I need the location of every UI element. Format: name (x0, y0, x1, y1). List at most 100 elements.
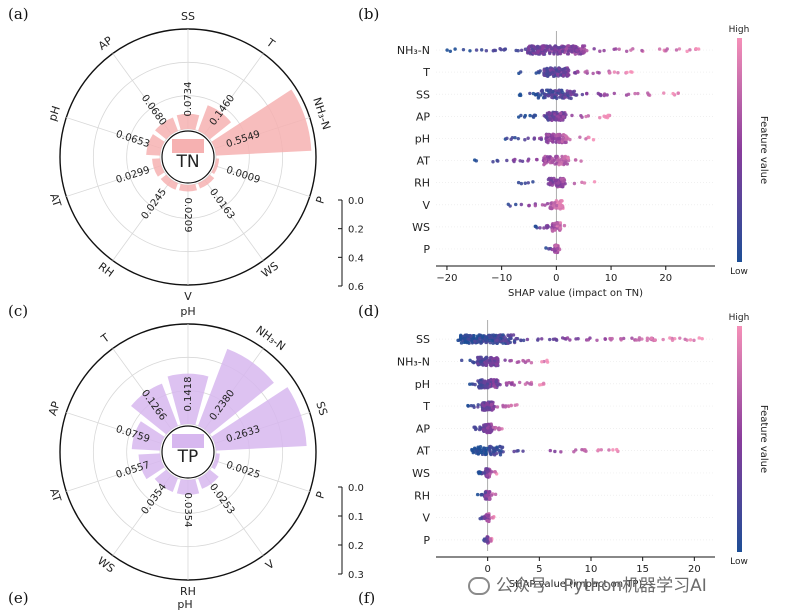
shap-point (539, 93, 543, 97)
polar-spoke (66, 117, 162, 149)
shap-point (555, 72, 560, 77)
shap-point (565, 91, 570, 95)
shap-point (542, 71, 546, 75)
polar-value-label: 0.0299 (115, 165, 152, 186)
shap-point (483, 384, 488, 388)
shap-point (584, 137, 588, 141)
shap-point (521, 449, 525, 453)
polar-bar-at (152, 158, 165, 177)
shap-point (536, 45, 540, 50)
x-axis-title: SHAP value (impact on TP) (509, 579, 643, 590)
shap-point (616, 71, 620, 75)
shap-point (612, 47, 616, 51)
shap-point (612, 91, 617, 96)
shap-point (507, 334, 511, 338)
polar-category-label: P (313, 490, 328, 501)
shap-point (548, 206, 552, 210)
shap-point (558, 73, 563, 77)
shap-point (490, 338, 494, 343)
shap-point (599, 93, 603, 98)
shap-point (649, 336, 654, 341)
shap-point (472, 360, 476, 365)
colorbar-high-label: High (729, 25, 750, 35)
shap-point (474, 48, 479, 52)
shap-point (517, 360, 521, 364)
shap-point (527, 203, 531, 208)
shap-point (485, 470, 490, 474)
shap-point (563, 140, 567, 145)
shap-point (557, 140, 561, 145)
center-box (172, 434, 204, 448)
shap-point (495, 382, 499, 386)
shap-point (582, 181, 587, 185)
polar-category-label: T (263, 36, 277, 51)
shap-point (560, 199, 564, 203)
shap-point (523, 360, 528, 365)
x-tick-label: −20 (436, 273, 457, 284)
feature-label: WS (412, 221, 430, 234)
shap-point (538, 226, 542, 230)
colorbar-title: Feature value (758, 116, 769, 184)
polar-bar-ss (176, 113, 200, 130)
shap-point (527, 47, 531, 52)
shap-point (488, 356, 492, 360)
shap-point (564, 47, 569, 51)
shap-point (509, 358, 513, 363)
polar-value-label: 0.1418 (183, 377, 194, 412)
bottom-axis-label: pH (177, 598, 192, 611)
shap-point (487, 519, 491, 524)
shap-point (504, 339, 508, 343)
shap-point (540, 360, 544, 364)
shap-point (468, 382, 472, 386)
shap-point (558, 45, 563, 50)
polar-value-label: 0.0009 (225, 165, 262, 186)
colorbar-low-label: Low (730, 557, 748, 567)
shap-point (480, 492, 484, 497)
shap-point (552, 112, 557, 116)
shap-point (476, 446, 481, 450)
shap-point (491, 425, 495, 430)
shap-point (483, 363, 488, 367)
shap-point (475, 334, 480, 338)
polar-spoke (204, 179, 264, 261)
shap-point (588, 336, 592, 340)
colorbar (737, 326, 742, 552)
shap-point (448, 49, 453, 54)
x-tick-label: 20 (659, 273, 672, 284)
feature-label: P (423, 243, 430, 256)
shap-point (565, 52, 570, 56)
shap-point (487, 333, 491, 338)
shap-point (534, 157, 539, 162)
shap-point (488, 472, 492, 476)
shap-point (499, 449, 503, 453)
feature-label: NH₃-N (397, 44, 430, 57)
shap-point (526, 159, 530, 163)
shap-point (514, 202, 518, 207)
polar-category-label: AT (47, 192, 64, 209)
shap-point (559, 177, 563, 181)
shap-point (489, 493, 494, 497)
shap-point (561, 137, 565, 141)
polar-bar-ss (211, 387, 307, 451)
center-ring (161, 425, 215, 479)
shap-point (546, 94, 551, 98)
polar-bar-rh (160, 174, 179, 190)
shap-point (633, 91, 637, 96)
polar-category-label: RH (96, 260, 117, 280)
shap-point (580, 92, 585, 97)
shap-point (611, 448, 615, 452)
polar-bar-p (211, 158, 220, 175)
polar-spoke (112, 474, 172, 556)
polar-spoke (214, 165, 310, 197)
shap-point (563, 95, 567, 99)
colorbar (737, 38, 742, 262)
panel-letter-c: (c) (8, 302, 28, 320)
shap-point (532, 136, 537, 140)
polar-bar-ph (167, 373, 209, 425)
center-label: TP (177, 447, 199, 467)
shap-point (521, 358, 525, 363)
shap-point (482, 515, 487, 520)
shap-point (506, 202, 510, 206)
shap-point (670, 338, 675, 342)
radial-tick-label: 0.0 (348, 483, 364, 494)
